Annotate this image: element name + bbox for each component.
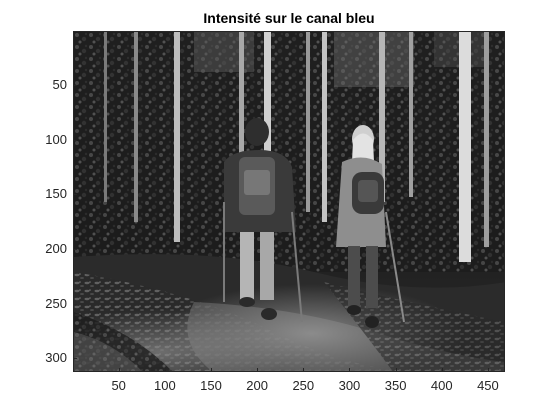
hiker-left <box>223 118 303 323</box>
y-tick-mark <box>73 249 77 251</box>
y-tick-label: 300 <box>45 350 67 366</box>
x-tick-label: 400 <box>430 378 453 393</box>
y-tick-label: 200 <box>45 241 67 257</box>
x-tick-label: 300 <box>338 378 361 393</box>
x-tick-mark <box>118 368 120 372</box>
x-tick-mark <box>441 368 443 372</box>
y-tick-mark <box>73 303 77 305</box>
x-tick-label: 250 <box>292 378 315 393</box>
x-tick-mark <box>257 368 259 372</box>
x-tick-mark <box>303 368 305 372</box>
x-tick-mark <box>211 368 212 372</box>
x-tick-label: 150 <box>200 378 222 393</box>
x-tick-mark <box>395 368 397 372</box>
y-tick-label: 150 <box>45 186 67 202</box>
x-tick-mark <box>487 368 489 372</box>
x-tick-label: 450 <box>477 378 499 393</box>
y-tick-mark <box>73 85 77 87</box>
x-tick-label: 350 <box>384 378 407 393</box>
y-tick-label: 50 <box>52 77 67 93</box>
y-tick-label: 250 <box>45 295 67 311</box>
x-tick-mark <box>164 368 166 372</box>
y-tick-label: 100 <box>45 131 67 147</box>
image-axes <box>73 31 505 372</box>
forest-hikers-photo <box>74 32 504 371</box>
x-tick-label: 100 <box>153 378 176 393</box>
y-tick-mark <box>73 194 77 196</box>
hiker-right <box>336 125 405 328</box>
chart-title: Intensité sur le canal bleu <box>203 10 375 26</box>
x-tick-label: 200 <box>246 378 268 393</box>
x-tick-mark <box>349 368 351 372</box>
x-tick-label: 50 <box>111 378 126 393</box>
y-tick-mark <box>73 358 77 360</box>
y-tick-mark <box>73 139 77 141</box>
